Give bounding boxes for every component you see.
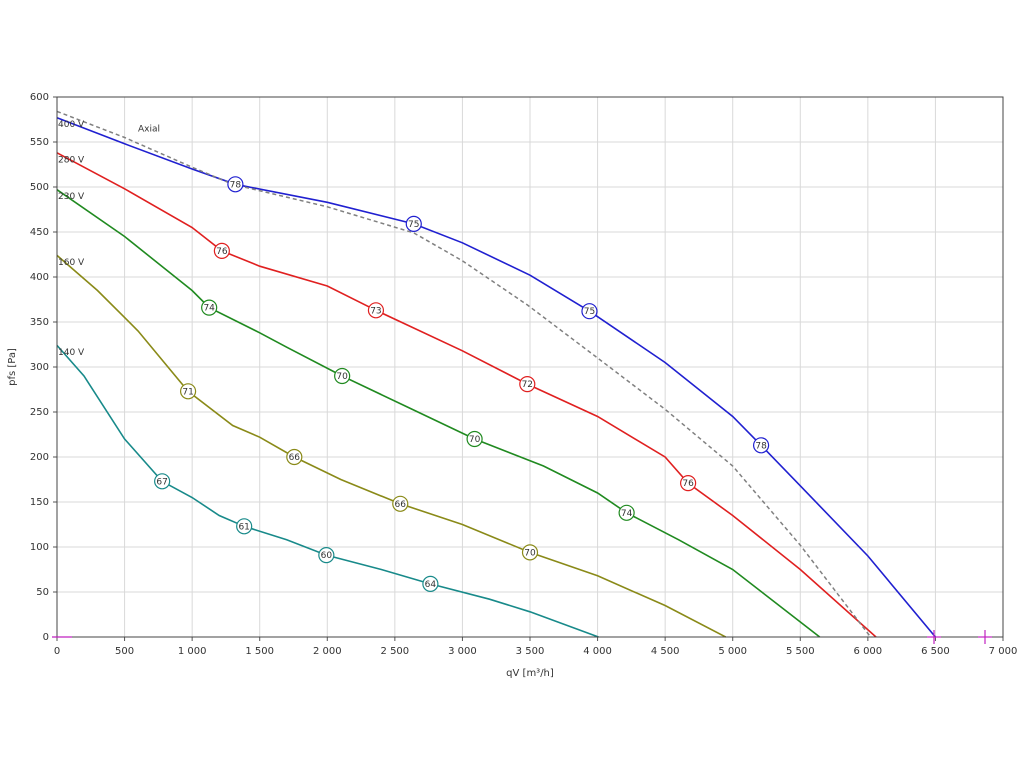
noise-label: 70 <box>469 435 481 445</box>
x-tick-label: 3 500 <box>516 646 545 657</box>
x-tick-label: 7 000 <box>989 646 1018 657</box>
series-label: 400 V <box>58 120 85 130</box>
noise-marker <box>618 504 635 521</box>
noise-label: 70 <box>524 548 536 558</box>
x-tick-label: 4 000 <box>583 646 612 657</box>
reference-curve <box>56 110 872 638</box>
noise-marker <box>227 176 244 193</box>
plot-frame <box>56 96 1004 638</box>
noise-marker <box>236 518 253 535</box>
x-tick-label: 2 000 <box>313 646 342 657</box>
noise-label: 70 <box>336 372 348 382</box>
noise-marker <box>581 303 598 320</box>
series-label: 140 V <box>58 348 85 358</box>
x-tick-label: 4 500 <box>651 646 680 657</box>
noise-label: 71 <box>182 387 193 397</box>
y-tick-label: 100 <box>30 542 49 553</box>
noise-marker <box>521 544 539 561</box>
series-line <box>56 344 599 638</box>
y-tick-label: 250 <box>30 407 49 418</box>
noise-marker <box>405 215 422 232</box>
noise-label: 74 <box>621 509 633 519</box>
noise-label: 73 <box>370 306 381 316</box>
series-label: Axial <box>138 125 160 135</box>
series-line <box>56 152 877 638</box>
noise-label: 76 <box>216 247 228 257</box>
noise-label: 61 <box>238 522 249 532</box>
y-axis-label: pfs [Pa] <box>7 348 18 386</box>
noise-marker <box>752 437 770 454</box>
x-tick-label: 2 500 <box>381 646 410 657</box>
noise-marker <box>286 448 303 466</box>
y-tick-label: 300 <box>30 362 49 373</box>
y-tick-label: 500 <box>30 182 49 193</box>
x-tick-label: 5 500 <box>786 646 815 657</box>
noise-label: 60 <box>321 551 333 561</box>
noise-label: 66 <box>395 500 407 510</box>
y-tick-label: 350 <box>30 317 49 328</box>
noise-marker <box>154 473 171 490</box>
noise-label: 78 <box>755 441 767 451</box>
noise-marker <box>392 495 409 512</box>
x-tick-label: 1 000 <box>178 646 207 657</box>
series-label: 160 V <box>58 258 85 268</box>
y-tick-label: 600 <box>30 92 49 103</box>
y-tick-label: 450 <box>30 227 49 238</box>
noise-marker <box>466 430 483 448</box>
noise-label: 75 <box>584 307 595 317</box>
noise-label: 76 <box>682 479 694 489</box>
noise-label: 75 <box>408 220 419 230</box>
noise-label: 72 <box>522 380 533 390</box>
noise-marker <box>213 242 230 259</box>
noise-label: 74 <box>203 304 215 314</box>
noise-marker <box>367 302 385 319</box>
noise-marker <box>422 575 439 593</box>
noise-label: 78 <box>230 180 242 190</box>
noise-marker <box>318 546 335 564</box>
noise-label: 66 <box>289 453 301 463</box>
y-tick-label: 200 <box>30 452 49 463</box>
x-tick-label: 6 000 <box>854 646 883 657</box>
y-tick-label: 50 <box>36 587 49 598</box>
x-tick-label: 1 500 <box>245 646 274 657</box>
noise-marker <box>334 367 351 385</box>
y-tick-label: 400 <box>30 272 49 283</box>
x-tick-label: 6 500 <box>921 646 950 657</box>
x-tick-label: 5 000 <box>718 646 747 657</box>
noise-marker <box>519 376 536 393</box>
series-line <box>56 116 937 638</box>
op-point-markers <box>52 630 992 644</box>
series-label: 280 V <box>58 155 85 165</box>
series-label: 230 V <box>58 192 85 202</box>
noise-marker <box>680 475 697 492</box>
y-tick-label: 550 <box>30 137 49 148</box>
noise-marker <box>179 383 197 400</box>
noise-label: 64 <box>425 580 437 590</box>
x-tick-label: 500 <box>115 646 134 657</box>
y-tick-label: 0 <box>43 632 49 643</box>
series-line <box>56 189 821 638</box>
series-line <box>56 254 727 638</box>
x-axis-label: qV [m³/h] <box>506 668 554 679</box>
noise-label: 67 <box>156 477 167 487</box>
noise-marker <box>201 299 218 316</box>
x-tick-label: 0 <box>54 646 60 657</box>
y-tick-label: 150 <box>30 497 49 508</box>
x-tick-label: 3 000 <box>448 646 477 657</box>
